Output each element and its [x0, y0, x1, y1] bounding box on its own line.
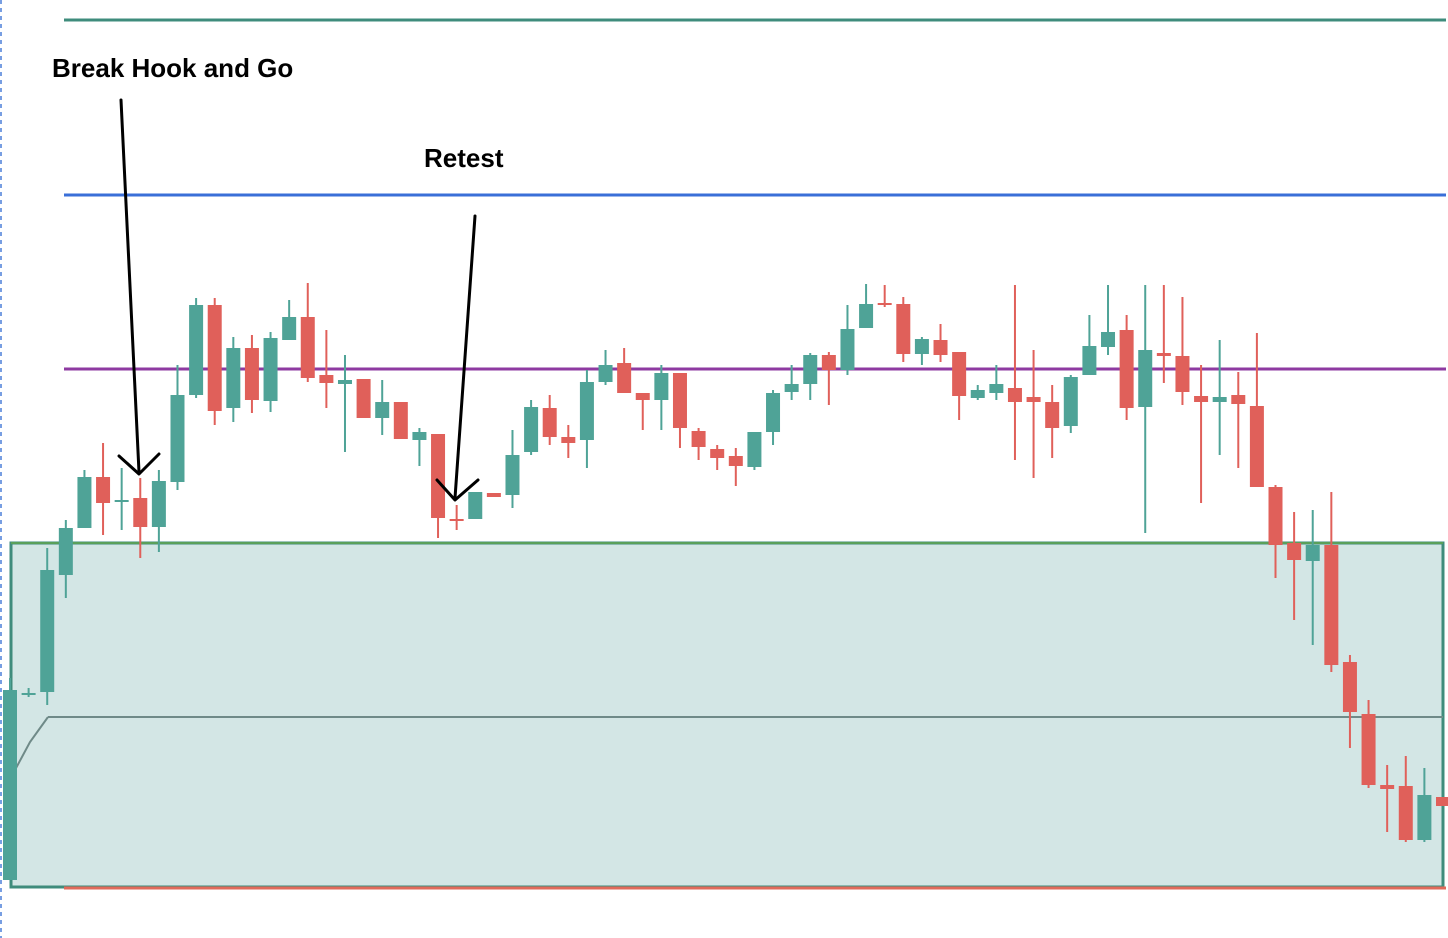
candle-body	[412, 432, 427, 440]
annotation: Retest	[424, 143, 504, 173]
candle-body	[1045, 402, 1060, 428]
candle-body	[859, 304, 874, 328]
annotation: Break Hook and Go	[52, 53, 293, 83]
candle-body	[393, 402, 408, 439]
candle-body	[207, 305, 222, 411]
candle-body	[933, 340, 948, 355]
arrow-head	[117, 452, 161, 476]
candle-body	[449, 519, 464, 521]
candle-body	[710, 449, 725, 458]
candle-body	[840, 329, 855, 370]
candle-body	[1342, 662, 1357, 712]
candle-body	[896, 304, 911, 354]
candle-body	[821, 355, 836, 370]
candle-body	[635, 393, 650, 400]
level-layer	[64, 18, 1446, 890]
candle-body	[244, 348, 259, 400]
candle-body	[691, 431, 706, 447]
candle-body	[319, 375, 334, 383]
candle-body	[579, 382, 594, 440]
candle-body	[40, 570, 55, 692]
candle-body	[1287, 543, 1302, 560]
candle-body	[468, 492, 483, 519]
candle-body	[505, 455, 520, 495]
candle-body	[486, 493, 501, 497]
candle-body	[1436, 797, 1448, 806]
annotation-arrows	[117, 98, 480, 502]
candle-body	[1026, 397, 1041, 402]
candle-body	[1194, 396, 1209, 402]
zone	[9, 541, 1445, 889]
candle-body	[542, 408, 557, 437]
candle-body	[114, 500, 129, 502]
candle-body	[96, 477, 111, 503]
candle-body	[803, 355, 818, 384]
zone-layer	[9, 541, 1445, 889]
candle-body	[58, 528, 73, 575]
candle-body	[1138, 350, 1153, 407]
candle-body	[1119, 330, 1134, 408]
candle-body	[1417, 795, 1432, 840]
candle-body	[970, 390, 985, 398]
candle-body	[1324, 545, 1339, 665]
candle-body	[1249, 406, 1264, 487]
candle-body	[431, 434, 446, 518]
candle-body	[1361, 714, 1376, 785]
arrow	[119, 98, 141, 474]
candle-body	[1231, 395, 1246, 404]
candle-body	[1212, 397, 1227, 402]
candle-body	[672, 373, 687, 428]
candle-body	[617, 363, 632, 393]
candle-body	[877, 303, 892, 305]
candle-body	[300, 317, 315, 378]
candle-body	[914, 339, 929, 354]
candle-body	[784, 384, 799, 392]
candle-body	[1398, 786, 1413, 840]
candle-body	[524, 407, 539, 452]
candle-body	[989, 384, 1004, 393]
candle-body	[282, 317, 297, 340]
candle-body	[766, 393, 781, 432]
candle-body	[337, 380, 352, 384]
candle-body	[1082, 346, 1097, 375]
candle-body	[356, 379, 371, 418]
arrow-head	[435, 478, 480, 502]
candle-body	[189, 305, 204, 395]
arrow	[453, 214, 477, 500]
candle-body	[226, 348, 241, 408]
candle-body	[1175, 356, 1190, 392]
candle-body	[77, 477, 92, 528]
candle-body	[654, 373, 669, 400]
candle-body	[1380, 785, 1395, 789]
candle-body	[561, 437, 576, 443]
candle-body	[1268, 487, 1283, 545]
candle-body	[1063, 377, 1078, 426]
candle-layer	[3, 283, 1448, 880]
candle-body	[133, 498, 148, 527]
candle-body	[598, 365, 613, 382]
candle-body	[170, 395, 185, 482]
candle-body	[3, 690, 17, 880]
candle-body	[728, 456, 743, 466]
candle-body	[21, 693, 36, 695]
candle-body	[952, 352, 967, 396]
candle-body	[747, 432, 762, 467]
candle-body	[1101, 332, 1116, 347]
candle-body	[1156, 353, 1171, 356]
candle-body	[151, 481, 166, 527]
candle-body	[1305, 545, 1320, 561]
candle-body	[263, 338, 278, 401]
candle-body	[1007, 388, 1022, 402]
candle-body	[375, 402, 390, 418]
midline-start	[14, 716, 49, 771]
